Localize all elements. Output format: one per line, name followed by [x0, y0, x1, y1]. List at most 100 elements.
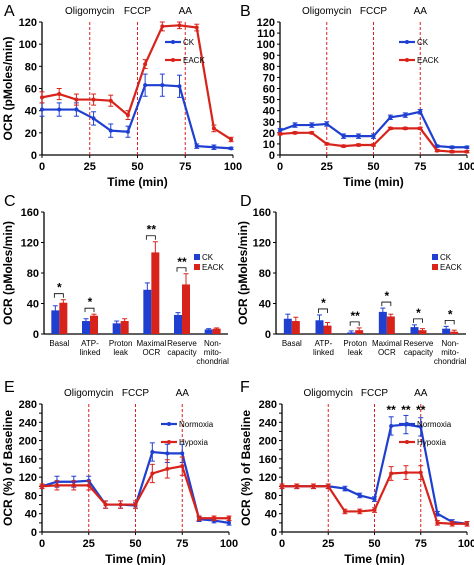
data-point [150, 471, 155, 476]
y-tick-label: 120 [259, 472, 277, 484]
significance-marker: * [416, 306, 421, 320]
y-tick-label: 60 [263, 84, 275, 96]
data-point [371, 143, 376, 148]
category-label: Non-mito-chondrial [434, 339, 467, 366]
legend-label: EACK [440, 263, 462, 272]
legend-marker [405, 422, 409, 426]
injection-marker-label: Oligomycin [64, 388, 113, 399]
data-point [294, 484, 299, 489]
y-tick-label: 0 [271, 527, 277, 539]
legend-label: Normoxia [179, 420, 214, 429]
data-point [465, 521, 469, 526]
y-tick-label: 40 [259, 299, 271, 311]
data-point [341, 134, 346, 139]
bar-ck [174, 314, 182, 334]
panel-a: A 0 20 40 60 80 100 120 OCR (pMoles/min) 0 25 50 75 1… [1, 3, 242, 189]
legend-marker [171, 58, 175, 62]
y-tick-label: 80 [27, 268, 39, 280]
y-tick-label: 120 [19, 472, 37, 484]
legend-label: CK [202, 253, 214, 262]
data-point [356, 143, 361, 148]
data-point [435, 144, 440, 149]
y-tick-label: 30 [263, 117, 275, 129]
data-point [211, 145, 216, 150]
category-label: Maximal OCR [136, 339, 166, 357]
series-line-ck [42, 84, 232, 150]
y-tick-label: 40 [25, 509, 37, 521]
panel-letter: D [240, 193, 252, 210]
legend-label: CK [183, 38, 195, 47]
y-tick-label: 80 [259, 268, 271, 280]
y-tick-label: 70 [263, 72, 275, 84]
injection-marker-label: Oligomycin [65, 6, 114, 17]
data-point [435, 520, 440, 525]
x-tick-label: 50 [129, 538, 141, 550]
data-point [197, 516, 202, 521]
significance-marker: * [88, 295, 93, 309]
legend-marker [171, 40, 175, 44]
data-point [450, 149, 455, 154]
data-point [194, 144, 199, 149]
y-tick-label: 20 [263, 128, 275, 140]
x-tick-label: 0 [279, 538, 285, 550]
data-point [125, 129, 130, 134]
x-tick-label: 0 [39, 538, 45, 550]
data-point [278, 131, 282, 136]
data-point [74, 107, 79, 112]
x-tick-label: 25 [321, 161, 333, 173]
legend-marker [167, 422, 171, 426]
data-point [57, 92, 62, 97]
y-tick-label: 0 [33, 329, 39, 341]
data-point [418, 109, 423, 114]
y-tick-label: 120 [257, 17, 275, 29]
y-axis-title: OCR (%) of Baseline [1, 410, 15, 526]
x-tick-label: 50 [131, 161, 143, 173]
x-tick-label: 100 [458, 538, 474, 550]
y-tick-label: 240 [19, 417, 37, 429]
data-point [227, 516, 231, 521]
panel-f: F 0 40 80 120 160 200 240 280 OCR (%) of Baseline… [239, 379, 474, 565]
panel-e: E 0 40 80 120 160 200 240 280 OCR (%) of Baseline… [1, 379, 238, 565]
y-tick-label: 200 [259, 436, 277, 448]
significance-marker: ** [147, 223, 157, 237]
panel-letter: F [240, 379, 250, 396]
bar-eack [386, 316, 395, 334]
x-tick-label: 25 [83, 538, 95, 550]
data-point [229, 146, 234, 151]
legend-label: Hypoxia [179, 438, 208, 447]
y-tick-label: 40 [265, 509, 277, 521]
data-point [150, 450, 155, 454]
y-tick-label: 80 [25, 61, 37, 73]
x-tick-label: 75 [414, 161, 426, 173]
data-point [357, 509, 362, 514]
data-point [86, 483, 91, 488]
y-axis-title: OCR (pMoles/min) [1, 221, 15, 325]
bar-ck [51, 310, 60, 334]
x-tick-label: 25 [322, 538, 334, 550]
significance-bracket [381, 301, 392, 307]
category-label: Maximal OCR [372, 339, 402, 357]
significance-bracket [444, 319, 455, 325]
data-point [435, 511, 440, 516]
legend-label: CK [440, 253, 452, 262]
data-point [324, 141, 329, 146]
injection-marker-label: AA [414, 388, 428, 399]
y-tick-label: 100 [19, 39, 37, 51]
injection-marker-label: FCCP [361, 388, 389, 399]
x-tick-label: 0 [39, 161, 45, 173]
x-tick-label: 25 [84, 161, 96, 173]
x-tick-label: 75 [176, 538, 188, 550]
injection-marker-label: AA [414, 6, 428, 17]
data-point [180, 464, 185, 469]
y-tick-label: 120 [19, 17, 37, 29]
data-point [143, 83, 148, 88]
y-tick-label: 50 [263, 95, 275, 107]
x-tick-label: 75 [415, 538, 427, 550]
injection-marker-label: FCCP [122, 388, 150, 399]
legend-label: EACK [183, 56, 205, 65]
injection-marker-label: Oligomycin [302, 6, 351, 17]
data-point [372, 508, 377, 513]
category-label: ATP-linked [80, 339, 101, 357]
x-tick-label: 0 [277, 161, 283, 173]
